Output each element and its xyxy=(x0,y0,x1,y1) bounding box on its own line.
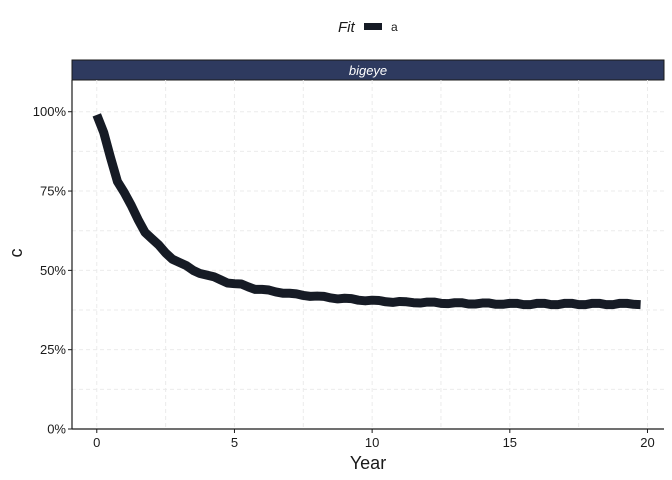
x-tick-label: 15 xyxy=(503,435,517,450)
y-tick-label: 25% xyxy=(40,342,66,357)
x-tick-label: 20 xyxy=(640,435,654,450)
axes: 0 5 10 15 20 0% 25% 50% 75% 100% xyxy=(33,80,664,450)
y-tick-label: 0% xyxy=(47,422,66,437)
facet-strip: bigeye xyxy=(71,59,665,81)
x-tick-label: 0 xyxy=(93,435,100,450)
legend-key-a xyxy=(364,23,382,30)
x-tick-label: 5 xyxy=(231,435,238,450)
y-tick-label: 100% xyxy=(33,104,67,119)
y-axis-title: c xyxy=(6,249,26,258)
grid-lines xyxy=(72,80,664,430)
legend: Fit a xyxy=(338,19,398,36)
legend-title: Fit xyxy=(338,19,355,36)
y-tick-label: 50% xyxy=(40,263,66,278)
facet-strip-label: bigeye xyxy=(349,63,387,78)
legend-label-a: a xyxy=(391,20,398,34)
y-tick-label: 75% xyxy=(40,184,66,199)
x-tick-label: 10 xyxy=(365,435,379,450)
facet-strip-background xyxy=(71,59,665,81)
series-layer xyxy=(92,113,641,310)
series-line-a xyxy=(92,113,641,310)
x-axis-title: Year xyxy=(350,453,386,473)
